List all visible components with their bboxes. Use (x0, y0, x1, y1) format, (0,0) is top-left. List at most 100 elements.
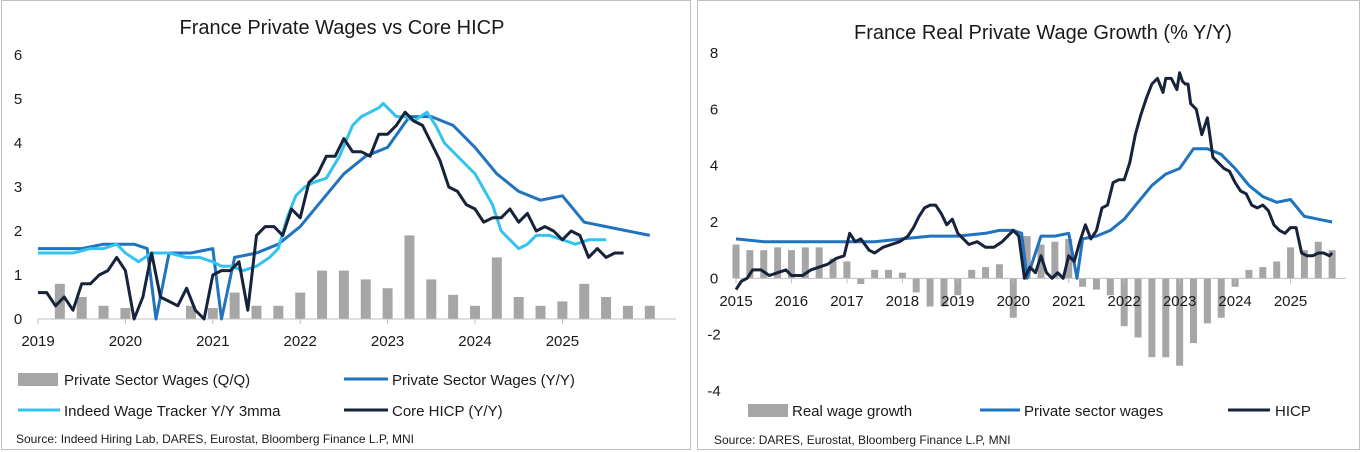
bar (469, 305, 480, 319)
bar (857, 278, 865, 284)
legend-label-real-wage: Real wage growth (792, 403, 912, 420)
bar (1106, 278, 1114, 296)
bar (98, 305, 109, 319)
legend-label-private-qq: Private Sector Wages (Q/Q) (64, 372, 250, 389)
bar (995, 264, 1003, 279)
legend-swatch-real-wage (748, 404, 788, 417)
bar (1037, 244, 1045, 279)
x-tick-label: 2023 (1163, 293, 1196, 310)
x-tick-label: 2024 (458, 333, 491, 350)
y-tick-label: 2 (14, 223, 22, 240)
left-chart-title: France Private Wages vs Core HICP (180, 17, 505, 39)
bar (1273, 261, 1281, 279)
bar (1051, 241, 1059, 279)
legend-label-private-sector: Private sector wages (1024, 403, 1163, 420)
left-source-note: Source: Indeed Hiring Lab, DARES, Eurost… (16, 432, 414, 446)
right-x-axis: 2015 2016 2017 2018 2019 2020 2021 2022 2023 2024… (719, 278, 1307, 310)
bar (1300, 250, 1308, 279)
bar (513, 297, 524, 319)
x-tick-label: 2022 (284, 333, 317, 350)
y-tick-label: 6 (14, 47, 22, 64)
x-tick-label: 2019 (941, 293, 974, 310)
legend-label-private-yy: Private Sector Wages (Y/Y) (392, 372, 575, 389)
x-tick-label: 2021 (196, 333, 229, 350)
bar (1328, 250, 1336, 279)
bar (601, 297, 612, 319)
right-y-axis: -4 -2 0 2 4 6 8 (707, 45, 720, 400)
left-chart-panel: France Private Wages vs Core HICP 0 1 2 3 4 5… (1, 0, 691, 450)
right-bars (732, 236, 1336, 366)
right-chart-panel: France Real Private Wage Growth (% Y/Y) … (697, 0, 1360, 450)
right-chart-title: France Real Private Wage Growth (% Y/Y) (854, 22, 1232, 44)
x-tick-label: 2017 (830, 293, 863, 310)
series-line-private_wages (735, 147, 1333, 280)
left-y-axis: 0 1 2 3 4 5 6 (14, 47, 22, 328)
bar (185, 305, 196, 319)
bar (787, 250, 795, 279)
legend-label-indeed: Indeed Wage Tracker Y/Y 3mma (64, 403, 281, 420)
bar (732, 244, 740, 279)
bar (843, 261, 851, 279)
bar (273, 305, 284, 319)
x-tick-label: 2020 (109, 333, 142, 350)
bar (426, 279, 437, 319)
y-tick-label: -2 (707, 327, 720, 344)
y-tick-label: 0 (710, 270, 718, 287)
bar (912, 278, 920, 293)
bar (1245, 269, 1253, 279)
bar (1287, 247, 1295, 279)
bar (746, 250, 754, 279)
bar (535, 305, 546, 319)
x-tick-label: 2016 (775, 293, 808, 310)
bar (448, 294, 459, 319)
bar (815, 247, 823, 279)
bar (251, 305, 262, 319)
bar (968, 269, 976, 279)
bar (1190, 278, 1197, 344)
y-tick-label: 3 (14, 179, 22, 196)
left-bars (54, 235, 655, 319)
bar (1203, 278, 1211, 324)
bar (954, 278, 962, 296)
bar (229, 292, 240, 319)
bar (120, 308, 131, 319)
y-tick-label: -4 (707, 383, 720, 400)
bar (885, 269, 892, 279)
bar (760, 250, 768, 279)
bar (801, 247, 809, 279)
bar (1134, 278, 1142, 338)
bar (926, 278, 934, 307)
bar (1217, 278, 1225, 318)
bar (207, 308, 218, 319)
bar (1009, 278, 1017, 318)
bar (1023, 236, 1031, 279)
bar (1259, 267, 1267, 279)
bar (898, 272, 906, 279)
legend-swatch-bar (18, 373, 58, 386)
x-tick-label: 2024 (1218, 293, 1251, 310)
x-tick-label: 2025 (546, 333, 579, 350)
series-line-hicp (38, 110, 624, 321)
bar (491, 257, 502, 319)
bar (622, 305, 633, 319)
x-tick-label: 2015 (719, 293, 752, 310)
x-tick-label: 2023 (371, 333, 404, 350)
right-series-lines (734, 71, 1334, 291)
y-tick-label: 0 (14, 311, 22, 328)
x-tick-label: 2020 (997, 293, 1030, 310)
bar (982, 267, 990, 279)
left-legend: Private Sector Wages (Q/Q) Private Secto… (18, 372, 575, 420)
y-tick-label: 4 (710, 158, 718, 175)
y-tick-label: 2 (710, 214, 718, 231)
right-source-note: Source: DARES, Eurostat, Bloomberg Finan… (714, 433, 1011, 447)
left-series-lines (38, 101, 651, 321)
bar (360, 279, 371, 319)
bar (557, 301, 568, 319)
series-line-private_wages (38, 115, 651, 321)
y-tick-label: 6 (710, 101, 718, 118)
bar (295, 292, 306, 319)
bar (382, 288, 393, 319)
bar (1162, 278, 1170, 358)
bar (644, 305, 655, 319)
y-tick-label: 5 (14, 91, 22, 108)
